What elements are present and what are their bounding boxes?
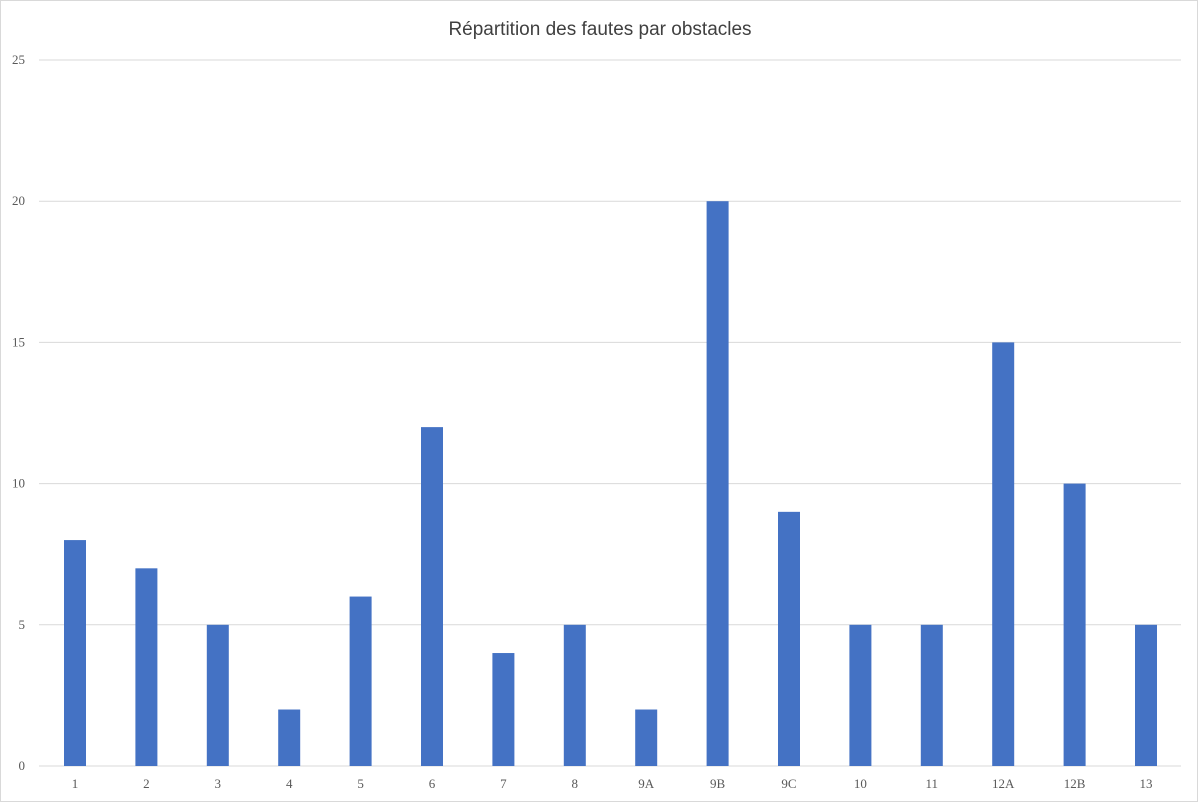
bar-12B — [1063, 483, 1086, 766]
bar-7 — [492, 653, 515, 766]
bar-11 — [920, 624, 943, 766]
y-tick-label: 5 — [19, 617, 26, 632]
x-tick-label: 5 — [357, 776, 364, 791]
x-tick-label: 11 — [926, 776, 939, 791]
x-tick-label: 13 — [1140, 776, 1153, 791]
bar-13 — [1135, 624, 1157, 766]
x-tick-label: 7 — [500, 776, 507, 791]
x-tick-label: 3 — [215, 776, 222, 791]
chart-title: Répartition des fautes par obstacles — [448, 19, 751, 40]
bar-4 — [278, 709, 301, 766]
bar-9B — [706, 201, 729, 766]
x-tick-label: 9B — [710, 776, 726, 791]
y-tick-label: 15 — [12, 334, 25, 349]
x-tick-label: 2 — [143, 776, 150, 791]
bar-5 — [349, 596, 372, 766]
bar-9C — [778, 511, 800, 766]
x-tick-label: 1 — [72, 776, 79, 791]
bar-8 — [563, 624, 586, 766]
bar-10 — [849, 624, 872, 766]
x-tick-label: 9A — [638, 776, 655, 791]
bar-1 — [64, 540, 86, 766]
x-tick-label: 9C — [781, 776, 796, 791]
y-tick-label: 0 — [19, 758, 26, 773]
bar-2 — [135, 568, 158, 766]
y-tick-label: 20 — [12, 193, 25, 208]
bar-3 — [206, 624, 229, 766]
bar-12A — [992, 342, 1015, 766]
x-tick-label: 8 — [572, 776, 579, 791]
bar-6 — [421, 427, 443, 766]
y-tick-label: 10 — [12, 476, 25, 491]
y-tick-label: 25 — [12, 52, 25, 67]
x-tick-label: 10 — [854, 776, 867, 791]
x-axis-ticks: 1 2 3 4 5 6 7 8 9A 9B 9C 10 11 12A 12B 13 — [72, 776, 1153, 791]
x-tick-label: 12A — [992, 776, 1015, 791]
x-tick-label: 4 — [286, 776, 293, 791]
bars — [64, 201, 1157, 766]
gridlines — [39, 59, 1181, 767]
bar-9A — [635, 709, 658, 766]
x-tick-label: 6 — [429, 776, 436, 791]
x-tick-label: 12B — [1064, 776, 1086, 791]
y-axis-ticks: 0 5 10 15 20 25 — [12, 52, 25, 773]
